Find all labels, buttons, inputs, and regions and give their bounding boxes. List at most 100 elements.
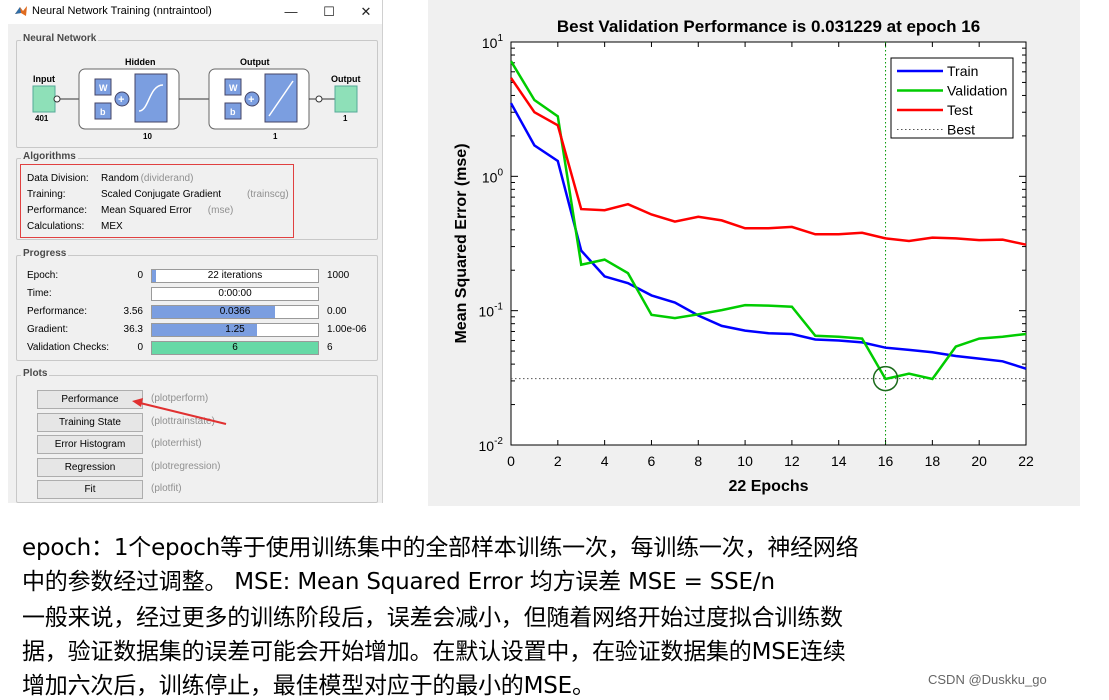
y-tick-label: 10-1	[479, 302, 504, 320]
maximize-button[interactable]: ☐	[323, 4, 335, 19]
legend-label-test: Test	[947, 102, 973, 118]
window-titlebar: Neural Network Training (nntraintool) — …	[8, 0, 382, 24]
plot-training-state-button[interactable]: Training State	[37, 412, 143, 432]
nntraintool-window: Neural Network Training (nntraintool) — …	[8, 0, 383, 503]
x-axis-label: 22 Epochs	[728, 478, 808, 495]
output-block	[334, 85, 358, 113]
algorithm-value: Random	[101, 173, 139, 184]
progress-end: 0.00	[327, 306, 347, 317]
x-tick-label: 4	[601, 453, 609, 469]
plot-function: (plotperform)	[151, 393, 209, 404]
progress-start: 0	[137, 342, 143, 353]
progress-panel: Progress Epoch: 0 22 iterations 1000 Time…	[16, 248, 378, 361]
progress-panel-title: Progress	[21, 248, 69, 259]
algorithm-function: (trainscg)	[247, 189, 289, 200]
svg-text:b: b	[230, 107, 236, 117]
output-layer-label: Output	[240, 57, 270, 67]
hidden-size: 10	[143, 132, 152, 141]
progress-start: 3.56	[123, 306, 143, 317]
plot-function: (ploterrhist)	[151, 438, 202, 449]
tansig-icon	[134, 73, 168, 123]
output-size: 1	[343, 114, 348, 123]
svg-text:W: W	[229, 83, 238, 93]
performance-plot: Best Validation Performance is 0.031229 …	[453, 17, 1034, 495]
input-size: 401	[35, 114, 49, 123]
progress-start: 36.3	[123, 324, 143, 335]
progress-bar: 6	[151, 341, 319, 355]
minimize-button[interactable]: —	[284, 4, 298, 19]
plot-regression-button[interactable]: Regression	[37, 457, 143, 477]
progress-label: Time:	[27, 288, 52, 299]
best-marker	[872, 365, 899, 392]
series-train-line	[509, 102, 1027, 370]
plots-panel: Plots Performance (plotperform) Training …	[16, 368, 378, 503]
x-tick-label: 6	[648, 453, 656, 469]
output-sum	[244, 91, 260, 107]
x-tick-label: 18	[925, 453, 941, 469]
progress-bar: 1.25	[151, 323, 319, 337]
progress-bar-text: 1.25	[225, 324, 245, 335]
close-button[interactable]: ✕	[360, 4, 372, 19]
y-axis-label: Mean Squared Error (mse)	[453, 143, 470, 343]
plot-fit-button[interactable]: Fit	[37, 480, 143, 499]
algorithm-label: Training:	[27, 189, 66, 200]
x-tick-label: 2	[554, 453, 562, 469]
y-tick-label: 100	[482, 167, 504, 185]
svg-text:b: b	[100, 107, 106, 117]
series-test-line	[509, 77, 1027, 246]
progress-bar-fill	[152, 342, 318, 354]
progress-start: 0	[137, 270, 143, 281]
progress-bar-fill	[152, 270, 156, 282]
hidden-bias	[94, 102, 112, 120]
neural-network-panel: Neural Network Input 401 Hidden W b + 10…	[16, 33, 378, 148]
output-layer-size: 1	[273, 132, 278, 141]
svg-text:W: W	[99, 83, 108, 93]
algorithm-value: Mean Squared Error	[101, 205, 192, 216]
plot-error-histogram-button[interactable]: Error Histogram	[37, 435, 143, 454]
progress-end: 1000	[327, 270, 350, 281]
svg-text:+: +	[118, 94, 124, 106]
algorithm-function: (mse)	[207, 205, 234, 216]
progress-bar-fill	[152, 306, 275, 318]
y-tick-label: 10-2	[479, 436, 504, 454]
output-label: Output	[331, 74, 361, 84]
legend-label-validation: Validation	[947, 83, 1007, 99]
input-label: Input	[33, 74, 55, 84]
plot-function: (plottrainstate)	[151, 415, 215, 427]
caption-line-2: 中的参数经过调整。 MSE: Mean Squared Error 均方误差 M…	[22, 569, 775, 595]
progress-label: Validation Checks:	[27, 342, 110, 353]
plot-function: (plotfit)	[151, 483, 182, 494]
hidden-label: Hidden	[125, 57, 156, 67]
legend-label-train: Train	[947, 63, 978, 79]
algorithms-panel: Algorithms Data Division: Random (divide…	[16, 151, 378, 240]
caption-line-4: 据，验证数据集的误差可能会开始增加。在默认设置中，在验证数据集的MSE连续	[22, 639, 846, 665]
x-tick-label: 0	[507, 453, 515, 469]
progress-bar-fill	[152, 324, 257, 336]
progress-end: 1.00e-06	[327, 324, 367, 335]
progress-bar-text: 22 iterations	[207, 270, 263, 281]
neural-network-panel-title: Neural Network	[21, 33, 99, 44]
window-title: Neural Network Training (nntraintool)	[32, 5, 212, 17]
matlab-icon	[15, 6, 27, 16]
legend-label-best: Best	[947, 122, 975, 138]
output-weight	[224, 78, 242, 96]
network-diagram: Input 401 Hidden W b + 10 Output W b	[32, 57, 361, 141]
algorithms-panel-title: Algorithms	[21, 151, 78, 162]
input-block	[32, 85, 56, 113]
progress-label: Epoch:	[27, 270, 59, 281]
y-tick-label: 101	[482, 33, 504, 51]
hidden-weight	[94, 78, 112, 96]
algorithm-label: Data Division:	[27, 173, 89, 184]
svg-text:+: +	[248, 94, 254, 106]
progress-bar-text: 6	[232, 342, 238, 353]
performance-chart: Best Validation Performance is 0.031229 …	[428, 0, 1080, 506]
progress-bar: 0:00:00	[151, 287, 319, 301]
progress-label: Performance:	[27, 306, 88, 317]
progress-end: 6	[327, 342, 333, 353]
x-tick-label: 10	[737, 453, 753, 469]
x-tick-label: 8	[694, 453, 702, 469]
annotation-arrow	[132, 398, 227, 425]
caption-line-1: epoch：1个epoch等于使用训练集中的全部样本训练一次，每训练一次，神经网…	[22, 535, 859, 561]
hidden-sum	[114, 91, 130, 107]
x-tick-label: 22	[1018, 453, 1034, 469]
